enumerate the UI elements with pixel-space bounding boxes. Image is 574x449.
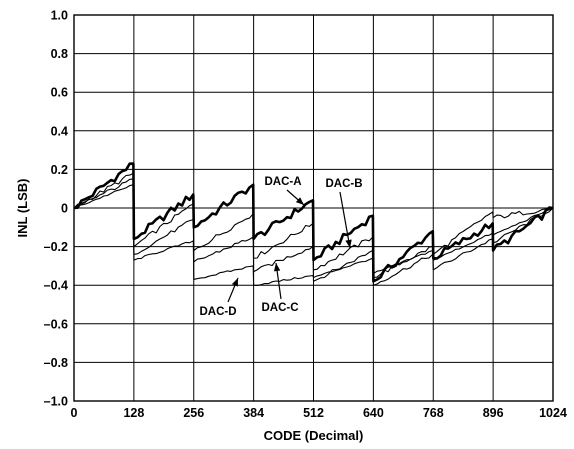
x-tick-label: 768 (423, 406, 444, 420)
y-tick-label: 1.0 (51, 9, 68, 23)
x-tick-labels: 0 128 256 384 512 640 768 896 1024 (71, 406, 567, 420)
callout-arrowhead-dac-b (345, 239, 352, 248)
x-tick-label: 128 (123, 406, 144, 420)
x-tick-label: 512 (303, 406, 324, 420)
y-tick-labels: 1.0 0.8 0.6 0.4 0.2 0 –0.2 –0.4 –0.6 –0.8 –1.0 (44, 9, 68, 409)
plot-frame (73, 14, 554, 402)
y-tick-label: 0.8 (51, 47, 68, 61)
callout-label-dac-b: DAC-B (325, 178, 362, 190)
callout-label-dac-a: DAC-A (264, 176, 301, 188)
callout-layer: DAC-A DAC-B DAC-C DAC-D (199, 176, 362, 318)
callout-arrowhead-dac-c (273, 263, 281, 272)
y-tick-label: –0.2 (44, 240, 68, 254)
y-axis-title: INL (LSB) (15, 179, 30, 238)
y-tick-label: 0.2 (51, 163, 68, 177)
y-tick-label: 0.4 (51, 124, 68, 138)
y-tick-label: –0.8 (44, 356, 68, 370)
callout-arrowhead-dac-d (231, 278, 238, 287)
callout-arrow-dac-b (339, 191, 351, 249)
callout-label-dac-d: DAC-D (199, 306, 236, 318)
y-tick-label: 0.6 (51, 86, 68, 100)
series-line-dac-c (73, 178, 554, 286)
y-tick-label: –0.6 (44, 317, 68, 331)
y-tick-label: –1.0 (44, 395, 68, 409)
x-axis-title: CODE (Decimal) (264, 428, 364, 443)
y-tick-label: 0 (61, 202, 68, 216)
x-tick-label: 1024 (539, 406, 567, 420)
x-tick-label: 384 (243, 406, 264, 420)
x-tick-label: 896 (483, 406, 504, 420)
callout-label-dac-c: DAC-C (261, 302, 298, 314)
series-layer (73, 162, 554, 286)
grid-layer (73, 14, 554, 402)
x-tick-label: 256 (183, 406, 204, 420)
y-tick-label: –0.4 (44, 279, 68, 293)
x-tick-label: 0 (71, 406, 78, 420)
x-tick-label: 640 (363, 406, 384, 420)
series-line-dac-d (73, 184, 554, 286)
callout-arrowhead-dac-a (295, 197, 304, 205)
